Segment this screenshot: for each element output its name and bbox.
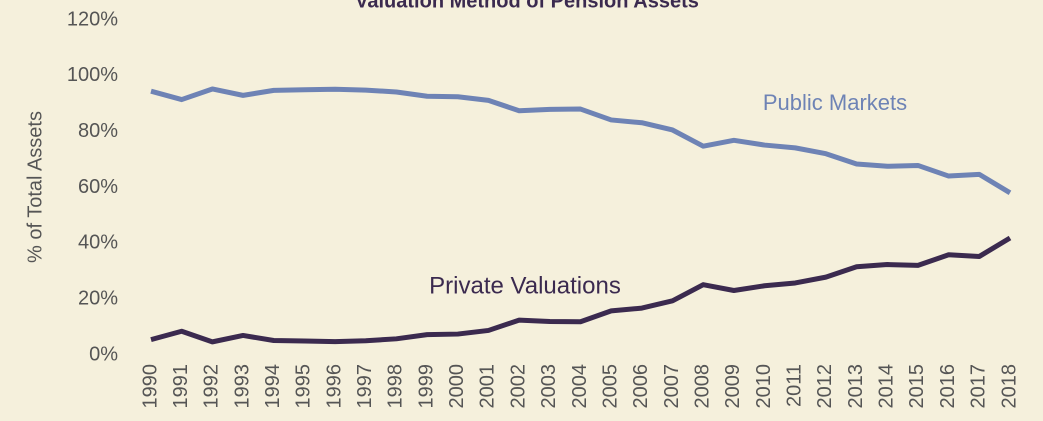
chart-title: Valuation Method of Pension Assets	[355, 0, 699, 12]
x-tick-label: 2013	[845, 364, 867, 409]
x-tick-label: 2002	[507, 364, 529, 409]
line	[150, 235, 1012, 345]
x-tick-label: 2003	[538, 364, 560, 409]
series-label: Private Valuations	[429, 272, 621, 299]
y-axis-label: % of Total Assets	[24, 111, 46, 263]
x-tick-label: 2001	[477, 364, 499, 409]
x-tick-label: 1994	[262, 364, 284, 409]
x-tick-label: 1991	[170, 364, 192, 409]
x-tick-label: 1995	[293, 364, 315, 409]
x-tick-label: 1998	[385, 364, 407, 409]
x-tick-label: 2017	[968, 364, 990, 409]
y-tick-label: 120%	[67, 8, 118, 30]
x-tick-label: 2016	[937, 364, 959, 409]
x-tick-label: 1996	[323, 364, 345, 409]
line	[150, 86, 1012, 195]
y-tick-label: 80%	[78, 120, 118, 142]
x-tick-label: 2009	[722, 364, 744, 409]
x-tick-label: 1990	[139, 364, 161, 409]
y-tick-label: 100%	[67, 64, 118, 86]
x-tick-label: 2012	[814, 364, 836, 409]
x-tick-label: 1997	[354, 364, 376, 409]
x-tick-label: 2008	[691, 364, 713, 409]
x-tick-label: 1999	[415, 364, 437, 409]
x-tick-label: 2005	[599, 364, 621, 409]
x-tick-label: 2015	[906, 364, 928, 409]
x-tick-label: 2004	[569, 364, 591, 409]
x-tick-label: 2018	[998, 364, 1020, 409]
series-label: Public Markets	[763, 90, 907, 115]
y-tick-label: 40%	[78, 232, 118, 254]
x-tick-label: 2010	[753, 364, 775, 409]
x-tick-label: 2006	[630, 364, 652, 409]
x-tick-label: 1993	[231, 364, 253, 409]
x-tick-label: 2014	[876, 364, 898, 409]
y-tick-label: 20%	[78, 287, 118, 309]
y-tick-label: 0%	[89, 343, 118, 365]
x-tick-label: 1992	[201, 364, 223, 409]
x-tick-label: 2011	[784, 364, 806, 407]
x-tick-label: 2007	[661, 364, 683, 409]
x-tick-label: 2000	[446, 364, 468, 409]
y-tick-label: 60%	[78, 176, 118, 198]
